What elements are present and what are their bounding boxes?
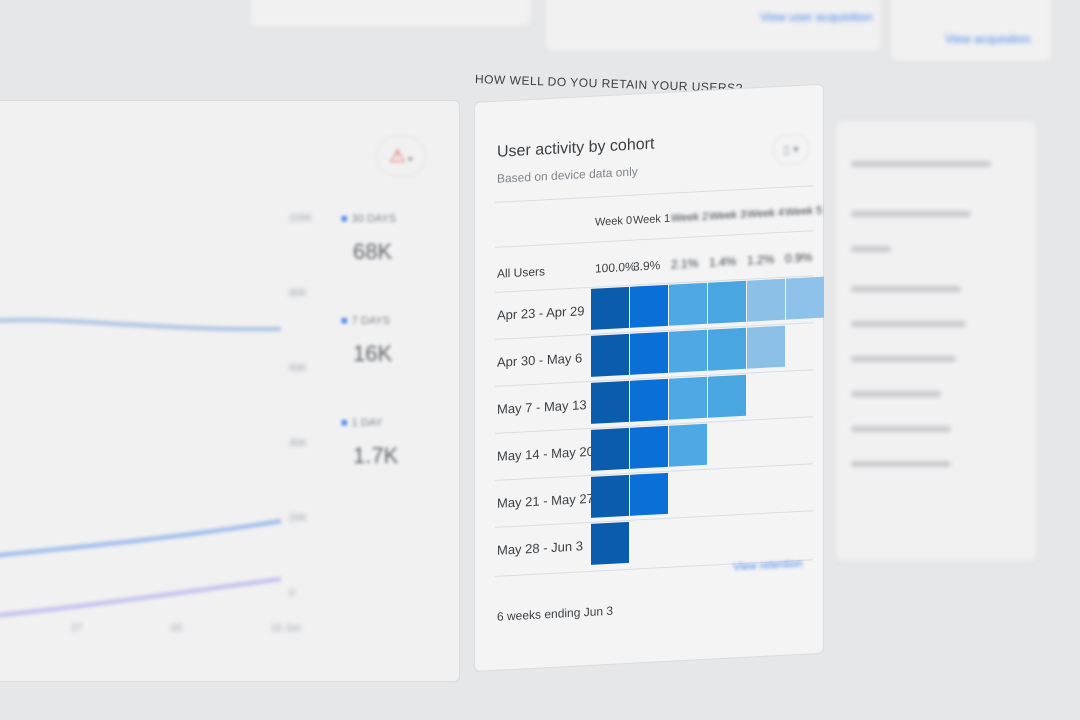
legend-value: 1.7K xyxy=(353,443,399,468)
legend-item: ■ 1 DAY xyxy=(341,417,383,429)
legend-dot-icon: ■ xyxy=(341,417,348,429)
warning-triangle-icon: ⚠ xyxy=(389,146,406,166)
device-icon: ▯ xyxy=(783,142,790,157)
cohort-cell[interactable] xyxy=(630,472,668,516)
legend-dot-icon: ■ xyxy=(341,315,348,327)
series-30-days-line xyxy=(0,317,282,332)
legend-label: 7 DAYS xyxy=(351,315,390,327)
legend-label: 1 DAY xyxy=(351,417,383,429)
cohort-row-label: Apr 30 - May 6 xyxy=(497,350,583,370)
top-card xyxy=(890,0,1052,62)
cohort-cell[interactable] xyxy=(591,427,629,471)
active-users-card: ⚠ ▾ 100K 80K 60K 40K 20K 0 ■ 30 DAYS 68K ■ 7 DAYS… xyxy=(0,100,460,682)
cohort-row-label: May 21 - May 27 xyxy=(497,490,594,511)
cohort-card: User activity by cohort Based on device … xyxy=(474,83,824,672)
x-tick-label: 03 xyxy=(171,623,183,634)
y-tick-label: 60K xyxy=(289,363,307,374)
cohort-cell[interactable] xyxy=(669,376,707,420)
device-filter-button[interactable]: ▯ ▾ xyxy=(773,133,809,166)
cohort-cell[interactable] xyxy=(669,329,707,373)
cohort-cell[interactable] xyxy=(630,425,668,469)
card-subtitle: Based on device data only xyxy=(497,164,638,186)
cohort-cell[interactable] xyxy=(630,378,668,422)
all-users-value: 1.4% xyxy=(709,254,737,270)
cohort-cell[interactable] xyxy=(747,278,785,322)
all-users-value: 3.9% xyxy=(633,258,661,274)
cohort-cell[interactable] xyxy=(591,380,629,424)
date-range-footer: 6 weeks ending Jun 3 xyxy=(497,603,614,624)
series-1-day-line xyxy=(0,576,282,618)
all-users-value: 2.1% xyxy=(671,256,699,272)
column-header: Week 1 xyxy=(633,212,671,227)
series-7-days-line xyxy=(0,518,282,558)
cohort-cell[interactable] xyxy=(591,333,629,377)
legend-item: ■ 30 DAYS xyxy=(341,213,396,225)
active-users-line-chart xyxy=(0,317,282,618)
card-title: User activity by cohort xyxy=(497,135,655,161)
top-card xyxy=(545,0,882,52)
column-header: Week 2 xyxy=(671,210,709,225)
all-users-value: 100.0% xyxy=(595,259,636,276)
y-tick-label: 40K xyxy=(289,438,307,449)
side-card xyxy=(835,120,1037,562)
column-header: Week 3 xyxy=(709,208,747,223)
legend-label: 30 DAYS xyxy=(351,213,397,225)
cohort-row-label: May 7 - May 13 xyxy=(497,397,587,417)
cohort-cell[interactable] xyxy=(747,325,785,369)
cohort-cell[interactable] xyxy=(591,474,629,518)
legend-item: ■ 7 DAYS xyxy=(341,315,390,327)
view-user-acquisition-link[interactable]: View user acquisition xyxy=(760,10,873,24)
cohort-row-label: Apr 23 - Apr 29 xyxy=(497,303,585,323)
cohort-row-label: May 14 - May 20 xyxy=(497,443,594,464)
x-tick-label: 10 Jun xyxy=(271,623,302,634)
y-tick-label: 0 xyxy=(289,588,295,599)
divider xyxy=(495,185,813,203)
cohort-cell[interactable] xyxy=(669,423,707,467)
column-header: Week 0 xyxy=(595,214,633,229)
column-header: Week 5 xyxy=(785,204,823,219)
column-header: Week 4 xyxy=(747,206,785,221)
alert-dropdown-button[interactable]: ⚠ ▾ xyxy=(376,136,426,176)
cohort-cell[interactable] xyxy=(708,327,746,371)
x-tick-label: 27 xyxy=(71,623,83,634)
cohort-cell[interactable] xyxy=(630,331,668,375)
cohort-cell[interactable] xyxy=(708,374,746,418)
divider xyxy=(495,230,813,248)
cohort-cell[interactable] xyxy=(669,282,707,326)
view-acquisition-link[interactable]: View acquisition xyxy=(945,32,1031,46)
y-tick-label: 20K xyxy=(289,513,307,524)
all-users-label: All Users xyxy=(497,264,546,281)
top-card xyxy=(250,0,532,27)
y-tick-label: 80K xyxy=(289,288,307,299)
cohort-cell[interactable] xyxy=(591,286,629,330)
view-retention-link[interactable]: View retention xyxy=(733,557,803,574)
legend-value: 68K xyxy=(353,239,393,264)
y-tick-label: 100K xyxy=(289,213,313,224)
cohort-cell[interactable] xyxy=(630,284,668,328)
all-users-value: 1.2% xyxy=(747,252,775,268)
legend-value: 16K xyxy=(353,341,393,366)
legend-dot-icon: ■ xyxy=(341,213,348,225)
cohort-cell[interactable] xyxy=(786,276,824,320)
cohort-cell[interactable] xyxy=(708,280,746,324)
cohort-cell[interactable] xyxy=(591,521,629,565)
cohort-row-label: May 28 - Jun 3 xyxy=(497,538,583,558)
all-users-value: 0.9% xyxy=(785,250,813,266)
